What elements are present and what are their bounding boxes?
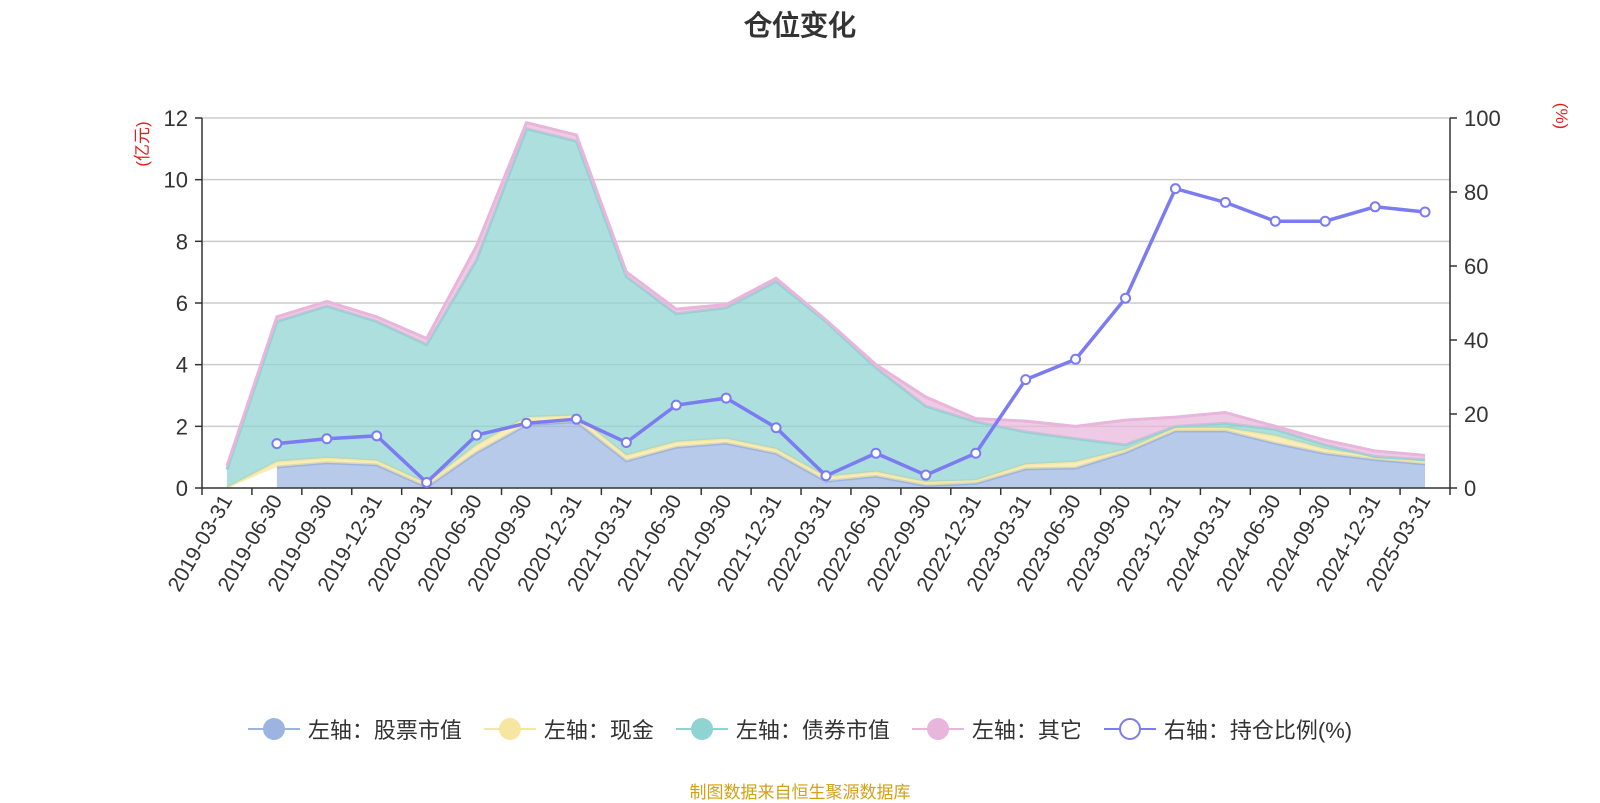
ratio-point xyxy=(670,399,682,411)
chart-plot: 024681012020406080100(亿元)(%)2019-03-3120… xyxy=(133,103,1571,596)
ratio-point xyxy=(271,438,283,450)
ratio-point xyxy=(1120,292,1132,304)
left-axis-tick-label: 4 xyxy=(176,353,188,378)
ratio-point xyxy=(920,469,932,481)
ratio-point xyxy=(770,422,782,434)
ratio-point xyxy=(1269,215,1281,227)
legend: 左轴：股票市值 左轴：现金 左轴：债券市值 左轴：其它 右轴：持仓比例(%) xyxy=(0,713,1600,745)
legend-label-cash: 左轴：现金 xyxy=(543,718,654,743)
ratio-line xyxy=(276,186,1426,485)
ratio-point xyxy=(371,430,383,442)
left-axis-tick-label: 0 xyxy=(176,476,188,501)
legend-label-ratio: 右轴：持仓比例(%) xyxy=(1163,718,1353,743)
source-note: 制图数据来自恒生聚源数据库 xyxy=(689,783,911,802)
right-axis-tick-label: 0 xyxy=(1464,476,1476,501)
ratio-point xyxy=(321,433,333,445)
left-axis-tick-label: 10 xyxy=(164,168,188,193)
legend-cash-icon xyxy=(483,717,536,741)
left-axis-tick-label: 2 xyxy=(176,414,188,439)
ratio-point xyxy=(471,429,483,441)
area-series-line-3 xyxy=(225,120,1426,467)
ratio-point xyxy=(1169,183,1181,195)
legend-ratio-icon xyxy=(1103,717,1156,741)
ratio-point xyxy=(870,447,882,459)
left-axis-tick-label: 12 xyxy=(164,106,188,131)
ratio-point xyxy=(1219,196,1231,208)
legend-item-cash[interactable]: 左轴：现金 xyxy=(483,713,654,745)
left-axis-unit: (亿元) xyxy=(133,121,152,166)
left-axis-tick-label: 6 xyxy=(176,291,188,316)
ratio-point xyxy=(1070,353,1082,365)
ratio-point xyxy=(570,413,582,425)
ratio-point xyxy=(1319,215,1331,227)
right-axis-tick-label: 80 xyxy=(1464,180,1488,205)
right-axis-tick-label: 60 xyxy=(1464,254,1488,279)
ratio-point xyxy=(820,470,832,482)
legend-item-other[interactable]: 左轴：其它 xyxy=(911,713,1082,745)
right-axis-tick-label: 20 xyxy=(1464,402,1488,427)
legend-item-bond[interactable]: 左轴：债券市值 xyxy=(675,713,890,745)
legend-label-other: 左轴：其它 xyxy=(971,718,1082,743)
ratio-point xyxy=(970,447,982,459)
ratio-point xyxy=(421,476,433,488)
ratio-point xyxy=(520,417,532,429)
legend-label-bond: 左轴：债券市值 xyxy=(735,718,890,743)
area-series-0 xyxy=(276,421,1426,488)
legend-bond-icon xyxy=(675,717,728,741)
ratio-point xyxy=(1419,206,1431,218)
chart-title: 仓位变化 xyxy=(743,10,856,41)
ratio-point xyxy=(1020,374,1032,386)
legend-other-icon xyxy=(911,717,964,741)
ratio-point xyxy=(620,436,632,448)
ratio-point xyxy=(720,392,732,404)
legend-item-stock[interactable]: 左轴：股票市值 xyxy=(247,713,462,745)
area-series-2 xyxy=(226,128,1426,488)
left-axis-tick-label: 8 xyxy=(176,229,188,254)
legend-item-ratio[interactable]: 右轴：持仓比例(%) xyxy=(1103,713,1353,745)
legend-stock-icon xyxy=(247,717,300,741)
right-axis-tick-label: 100 xyxy=(1464,106,1501,131)
ratio-point xyxy=(1369,201,1381,213)
legend-label-stock: 左轴：股票市值 xyxy=(307,718,462,743)
right-axis-tick-label: 40 xyxy=(1464,328,1488,353)
right-axis-unit: (%) xyxy=(1552,103,1571,129)
